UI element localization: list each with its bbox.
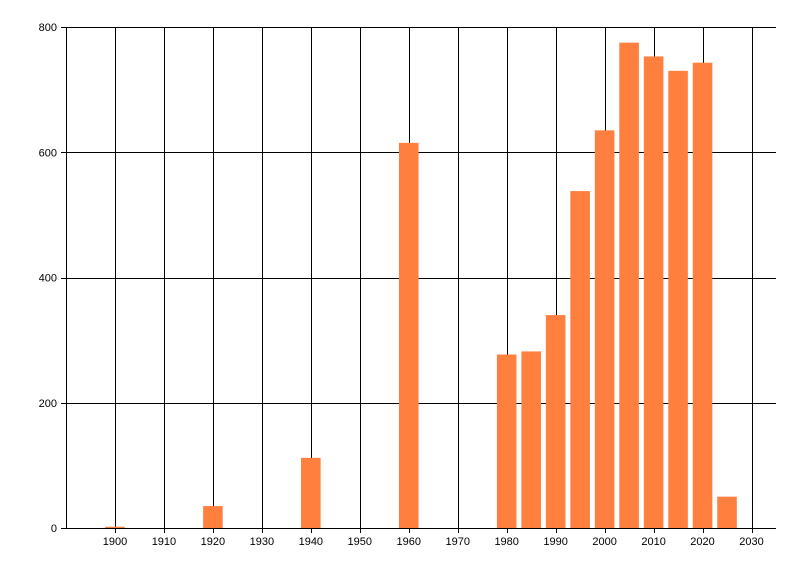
bar-1900 — [105, 526, 125, 528]
bar-1920 — [203, 506, 223, 528]
x-tick-label: 2000 — [592, 536, 616, 548]
y-tick-label: 200 — [39, 398, 57, 410]
bar-1990 — [545, 315, 566, 528]
x-tick-label: 1980 — [494, 536, 518, 548]
x-tick-label: 1930 — [250, 536, 274, 548]
bar-1980 — [496, 354, 517, 528]
x-tick-label: 1940 — [299, 536, 323, 548]
x-tick-label: 2020 — [690, 536, 714, 548]
y-tick-label: 400 — [39, 273, 57, 285]
y-tick-label: 600 — [39, 147, 57, 159]
x-tick-label: 2030 — [739, 536, 763, 548]
x-tick-label: 1950 — [348, 536, 372, 548]
x-tick-label: 1920 — [201, 536, 225, 548]
bar-2005 — [619, 42, 639, 528]
axes — [66, 27, 776, 529]
bar-1940 — [301, 457, 321, 528]
bar-1985 — [521, 351, 541, 528]
bar-2025 — [717, 496, 737, 528]
y-tick-label: 800 — [39, 22, 57, 34]
y-tick-label: 0 — [51, 523, 57, 535]
x-tick-label: 1990 — [543, 536, 567, 548]
x-tick-label: 1960 — [397, 536, 421, 548]
x-tick-label: 2010 — [641, 536, 665, 548]
x-tick-label: 1910 — [152, 536, 176, 548]
bar-2020 — [692, 62, 713, 528]
bar-2000 — [594, 130, 615, 529]
bar-1995 — [570, 191, 590, 528]
bar-1960 — [398, 142, 419, 528]
x-tick-label: 1970 — [445, 536, 469, 548]
bar-2015 — [668, 70, 688, 529]
tick-labels: 1900 1910 1920 1930 1940 1950 1960 1970 1980 1990… — [39, 22, 764, 548]
x-tick-label: 1900 — [103, 536, 127, 548]
bar-2010 — [643, 56, 664, 529]
bars — [105, 42, 737, 529]
